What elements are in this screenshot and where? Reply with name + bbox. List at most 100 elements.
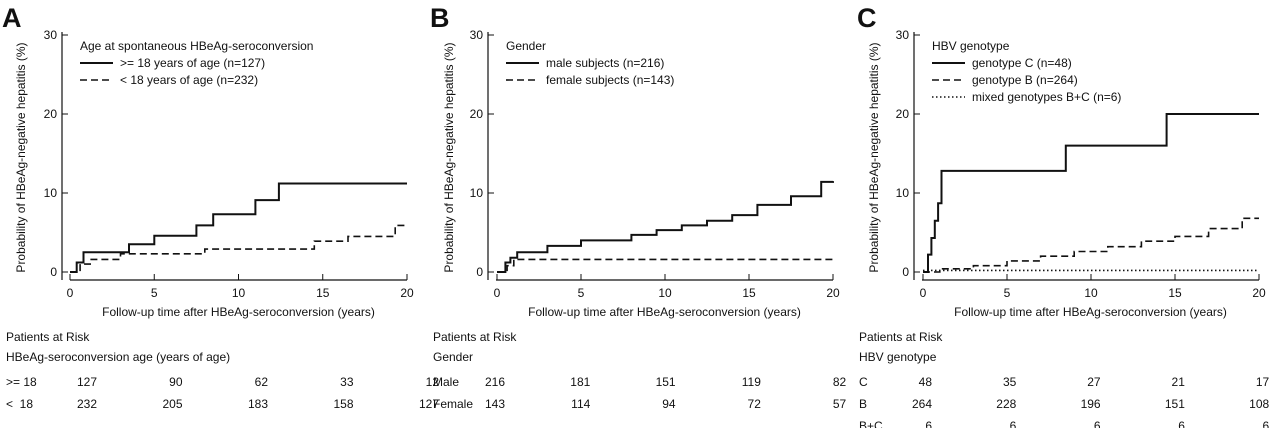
risk-row-label: >= 18 bbox=[6, 375, 37, 389]
risk-cell: 94 bbox=[662, 397, 676, 411]
x-tick-label: 20 bbox=[400, 286, 414, 300]
risk-table-title: Patients at Risk bbox=[433, 330, 517, 344]
risk-cell: 35 bbox=[1003, 375, 1017, 389]
risk-cell: 151 bbox=[1165, 397, 1185, 411]
legend-label-1: genotype C (n=48) bbox=[972, 56, 1072, 70]
risk-cell: 264 bbox=[912, 397, 932, 411]
risk-row-label: C bbox=[859, 375, 868, 389]
legend-label-1: male subjects (n=216) bbox=[546, 56, 664, 70]
risk-cell: 27 bbox=[1087, 375, 1101, 389]
series-line-2 bbox=[70, 224, 408, 273]
x-axis-title: Follow-up time after HBeAg-seroconversio… bbox=[528, 305, 801, 319]
risk-cell: 90 bbox=[169, 375, 183, 389]
x-tick-label: 15 bbox=[1168, 286, 1182, 300]
risk-cell: 108 bbox=[1249, 397, 1269, 411]
risk-cell: 72 bbox=[748, 397, 762, 411]
legend-label-2: female subjects (n=143) bbox=[546, 73, 674, 87]
series-line-1 bbox=[497, 180, 834, 273]
x-tick-label: 15 bbox=[742, 286, 756, 300]
risk-group-label: HBeAg-seroconversion age (years of age) bbox=[6, 350, 230, 364]
risk-row-label: B+C bbox=[859, 419, 883, 428]
risk-cell: 62 bbox=[255, 375, 269, 389]
legend-label-2: < 18 years of age (n=232) bbox=[120, 73, 258, 87]
risk-cell: 158 bbox=[333, 397, 353, 411]
risk-cell: 216 bbox=[485, 375, 505, 389]
y-axis-title: Probability of HBeAg-negative hepatitis … bbox=[442, 42, 456, 272]
chart-panel-c: C 0 10 20 30 0 5 10 15 20 Probability of HBeAg-neg… bbox=[857, 3, 1270, 428]
y-tick-label: 10 bbox=[44, 186, 58, 200]
legend-title: Age at spontaneous HBeAg-seroconversion bbox=[80, 39, 313, 53]
risk-cell: 143 bbox=[485, 397, 505, 411]
x-tick-label: 15 bbox=[316, 286, 330, 300]
risk-cell: 127 bbox=[77, 375, 97, 389]
panel-letter-b: B bbox=[430, 3, 450, 33]
risk-cell: 232 bbox=[77, 397, 97, 411]
risk-cell: 127 bbox=[419, 397, 439, 411]
legend-title: Gender bbox=[506, 39, 546, 53]
series-line-1 bbox=[923, 113, 1259, 273]
legend-label-3: mixed genotypes B+C (n=6) bbox=[972, 90, 1121, 104]
chart-panel-a: A 0 10 20 30 0 5 10 15 20 Probability of HBeAg-neg… bbox=[2, 3, 439, 411]
risk-row-label: < 18 bbox=[6, 397, 33, 411]
x-tick-label: 5 bbox=[578, 286, 585, 300]
chart-panel-b: B 0 10 20 30 0 5 10 15 20 Probability of HBeAg-neg… bbox=[430, 3, 847, 411]
risk-cell: 6 bbox=[1263, 419, 1270, 428]
risk-group-label: HBV genotype bbox=[859, 350, 937, 364]
x-axis-title: Follow-up time after HBeAg-seroconversio… bbox=[102, 305, 375, 319]
series-line-2 bbox=[923, 217, 1259, 273]
risk-cell: 6 bbox=[1094, 419, 1101, 428]
risk-cell: 196 bbox=[1081, 397, 1101, 411]
risk-cell: 57 bbox=[833, 397, 847, 411]
y-tick-label: 20 bbox=[44, 107, 58, 121]
panel-letter-c: C bbox=[857, 3, 877, 33]
risk-cell: 48 bbox=[919, 375, 933, 389]
x-axis-title: Follow-up time after HBeAg-seroconversio… bbox=[954, 305, 1227, 319]
y-axis-title: Probability of HBeAg-negative hepatitis … bbox=[867, 42, 881, 272]
risk-cell: 6 bbox=[1010, 419, 1017, 428]
y-tick-label: 30 bbox=[470, 28, 484, 42]
y-tick-label: 10 bbox=[470, 186, 484, 200]
risk-cell: 119 bbox=[742, 375, 761, 389]
risk-cell: 82 bbox=[833, 375, 847, 389]
risk-row-label: B bbox=[859, 397, 867, 411]
risk-cell: 181 bbox=[570, 375, 590, 389]
series-line-1 bbox=[70, 182, 407, 273]
x-tick-label: 10 bbox=[658, 286, 672, 300]
risk-table-title: Patients at Risk bbox=[859, 330, 943, 344]
y-tick-label: 30 bbox=[44, 28, 58, 42]
y-tick-label: 0 bbox=[50, 265, 57, 279]
legend-label-2: genotype B (n=264) bbox=[972, 73, 1078, 87]
risk-table-title: Patients at Risk bbox=[6, 330, 90, 344]
y-tick-label: 20 bbox=[896, 107, 910, 121]
y-tick-label: 10 bbox=[896, 186, 910, 200]
x-tick-label: 0 bbox=[920, 286, 927, 300]
risk-cell: 228 bbox=[996, 397, 1016, 411]
risk-cell: 12 bbox=[426, 375, 440, 389]
risk-cell: 17 bbox=[1256, 375, 1270, 389]
x-tick-label: 10 bbox=[232, 286, 246, 300]
y-tick-label: 30 bbox=[896, 28, 910, 42]
series-line-2 bbox=[497, 258, 833, 273]
x-tick-label: 5 bbox=[151, 286, 158, 300]
y-tick-label: 20 bbox=[470, 107, 484, 121]
x-tick-label: 10 bbox=[1084, 286, 1098, 300]
x-tick-label: 20 bbox=[1252, 286, 1266, 300]
legend-title: HBV genotype bbox=[932, 39, 1010, 53]
panel-letter-a: A bbox=[2, 3, 22, 33]
risk-group-label: Gender bbox=[433, 350, 473, 364]
risk-cell: 151 bbox=[656, 375, 676, 389]
risk-cell: 205 bbox=[162, 397, 182, 411]
risk-cell: 6 bbox=[925, 419, 932, 428]
risk-cell: 6 bbox=[1178, 419, 1185, 428]
y-axis-title: Probability of HBeAg-negative hepatitis … bbox=[14, 42, 28, 272]
risk-row-label: Female bbox=[433, 397, 473, 411]
x-tick-label: 5 bbox=[1004, 286, 1011, 300]
x-tick-label: 20 bbox=[826, 286, 840, 300]
x-tick-label: 0 bbox=[494, 286, 501, 300]
legend-label-1: >= 18 years of age (n=127) bbox=[120, 56, 265, 70]
risk-cell: 33 bbox=[340, 375, 354, 389]
risk-cell: 183 bbox=[248, 397, 268, 411]
risk-cell: 21 bbox=[1172, 375, 1186, 389]
y-tick-label: 0 bbox=[476, 265, 483, 279]
